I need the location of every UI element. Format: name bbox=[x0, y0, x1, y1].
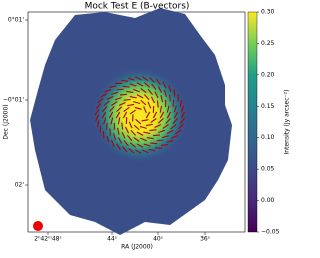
vector bbox=[110, 129, 111, 136]
chart: Mock Test E (B-vectors) RA (J2000) Dec (… bbox=[0, 0, 293, 254]
colorbar bbox=[248, 12, 257, 232]
colorbar-tick-label: 0.30 bbox=[261, 9, 275, 16]
y-tick-label: 02' bbox=[15, 182, 25, 189]
y-axis-label: Dec (J2000) bbox=[3, 104, 10, 139]
vector bbox=[153, 135, 160, 136]
colorbar-tick-label: 0.25 bbox=[261, 40, 275, 47]
colorbar-tick-label: −0.05 bbox=[261, 229, 280, 236]
x-tick-label: 2ʰ42ᵐ48ˢ bbox=[34, 236, 62, 243]
vector bbox=[170, 95, 171, 102]
x-axis-label: RA (J2000) bbox=[121, 244, 153, 251]
x-tick-label: 36ˢ bbox=[200, 236, 210, 243]
colorbar-tick-label: 0.15 bbox=[261, 103, 275, 110]
vector bbox=[157, 140, 164, 141]
vector bbox=[161, 145, 168, 146]
colorbar-tick-label: 0.00 bbox=[261, 197, 275, 204]
emission-blob bbox=[92, 67, 188, 163]
colorbar-tick-label: 0.05 bbox=[261, 166, 275, 173]
colorbar-tick-label: 0.10 bbox=[261, 134, 275, 141]
beam bbox=[33, 221, 43, 231]
chart-title: Mock Test E (B-vectors) bbox=[85, 2, 190, 12]
x-tick-label: 40ˢ bbox=[153, 236, 163, 243]
colorbar-tick-label: 0.20 bbox=[261, 71, 275, 78]
vector bbox=[100, 126, 101, 133]
vector bbox=[117, 89, 124, 90]
vector bbox=[173, 100, 174, 107]
vector bbox=[106, 123, 107, 130]
x-tick-label: 44ˢ bbox=[107, 236, 117, 243]
vector bbox=[150, 143, 157, 144]
y-tick-label: −0°01' bbox=[3, 97, 24, 104]
y-tick-label: 0°01' bbox=[8, 17, 24, 24]
colorbar-label: Intensity (Jy arcsec⁻²) bbox=[284, 90, 291, 155]
vector bbox=[120, 94, 127, 95]
vector bbox=[123, 86, 130, 87]
